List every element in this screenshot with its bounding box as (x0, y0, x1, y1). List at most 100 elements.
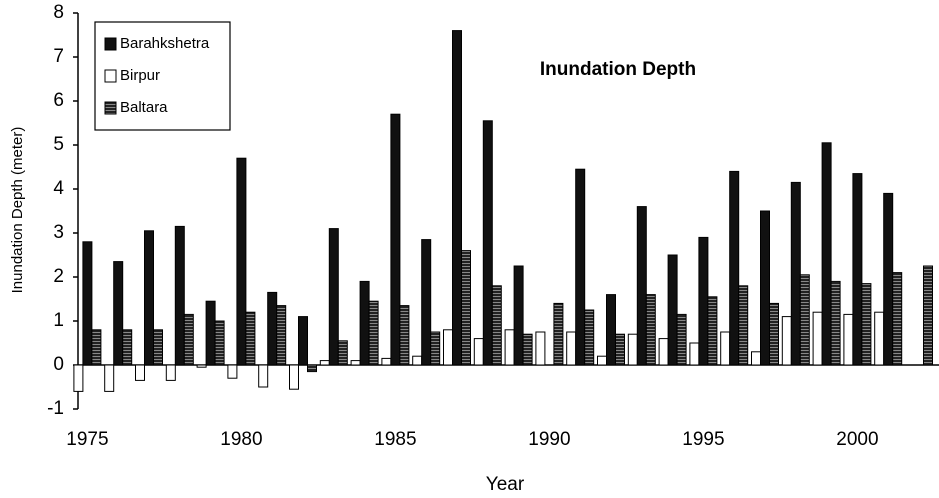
bar (689, 342, 700, 366)
y-tick-label: 5 (53, 134, 64, 155)
bar (729, 170, 740, 366)
y-tick-label: 3 (53, 222, 64, 243)
x-tick-label: 1985 (374, 429, 416, 450)
bar (627, 333, 638, 366)
legend-label: Baltara (120, 99, 168, 116)
y-tick-label: 8 (53, 2, 64, 23)
bar (553, 302, 564, 366)
chart-title: Inundation Depth (540, 59, 696, 80)
bar (245, 311, 256, 366)
bar (575, 168, 586, 366)
bar (144, 230, 154, 366)
bar (676, 313, 687, 366)
bar (227, 364, 238, 379)
x-tick-label: 1995 (682, 429, 724, 450)
x-tick-label: 1990 (528, 429, 570, 450)
bar (153, 329, 163, 366)
bar (183, 313, 194, 366)
bar (522, 333, 533, 366)
bar (473, 338, 484, 366)
bar (82, 241, 93, 366)
legend-swatch (104, 101, 117, 115)
bar (236, 157, 247, 366)
bar (276, 305, 287, 366)
bar (861, 283, 872, 366)
bar (328, 228, 339, 366)
y-tick-label: 2 (53, 266, 64, 287)
legend-box (94, 21, 231, 131)
y-tick-label: -1 (47, 398, 64, 419)
bar (645, 294, 656, 366)
x-tick-label: 2000 (836, 429, 878, 450)
bar (452, 30, 462, 366)
x-tick-label: 1980 (220, 429, 262, 450)
y-tick-label: 0 (53, 354, 64, 375)
bar (267, 291, 278, 366)
bar (751, 351, 761, 366)
bar (430, 331, 441, 366)
bar (412, 355, 423, 366)
y-tick-label: 6 (53, 90, 64, 111)
bar (760, 210, 770, 366)
bar (892, 272, 903, 366)
bar (337, 340, 348, 366)
bar (606, 294, 616, 366)
bar (113, 261, 124, 366)
legend: Barahkshetra Birpur Baltara (94, 21, 231, 131)
bar (399, 305, 410, 366)
bar (91, 329, 102, 366)
bar (883, 192, 894, 366)
bar (636, 206, 647, 366)
bar (874, 311, 885, 366)
bar (720, 331, 731, 366)
bar (196, 364, 207, 368)
bar (769, 302, 779, 366)
bar (165, 364, 176, 381)
y-tick-label: 4 (53, 178, 64, 199)
y-tick-label: 1 (53, 310, 64, 331)
legend-swatch (104, 69, 117, 83)
bar (738, 285, 749, 366)
bar (597, 355, 607, 366)
bar (799, 274, 810, 366)
bar (707, 296, 718, 366)
bar (852, 173, 863, 366)
bar (504, 329, 515, 366)
bar (104, 364, 115, 392)
bar (174, 225, 185, 366)
legend-label: Birpur (120, 67, 160, 84)
bar (812, 311, 823, 366)
bar (461, 250, 471, 366)
bar (781, 316, 792, 366)
bar (381, 357, 392, 366)
bar (698, 236, 709, 366)
bar (482, 120, 493, 366)
bar (359, 280, 370, 366)
bar (658, 338, 669, 366)
bar (390, 113, 401, 366)
bar (73, 364, 84, 392)
legend-label: Barahkshetra (120, 35, 210, 52)
bar (566, 331, 577, 366)
bar (830, 280, 841, 366)
bar (319, 360, 330, 366)
bar (214, 320, 225, 366)
bar (289, 364, 299, 390)
bar (923, 265, 933, 366)
bar (821, 142, 832, 366)
bar (667, 254, 678, 366)
bar (615, 333, 625, 366)
bar (122, 329, 133, 366)
bar (350, 360, 361, 366)
x-axis-label: Year (486, 474, 525, 495)
bar (135, 364, 145, 381)
y-axis-label: Inundation Depth (meter) (9, 127, 26, 294)
bar (535, 331, 546, 366)
bar (843, 313, 854, 366)
bar (584, 309, 595, 366)
legend-swatch (104, 37, 117, 51)
bar (258, 364, 269, 388)
bar (421, 239, 432, 366)
bar (790, 181, 801, 366)
bar (513, 265, 524, 366)
